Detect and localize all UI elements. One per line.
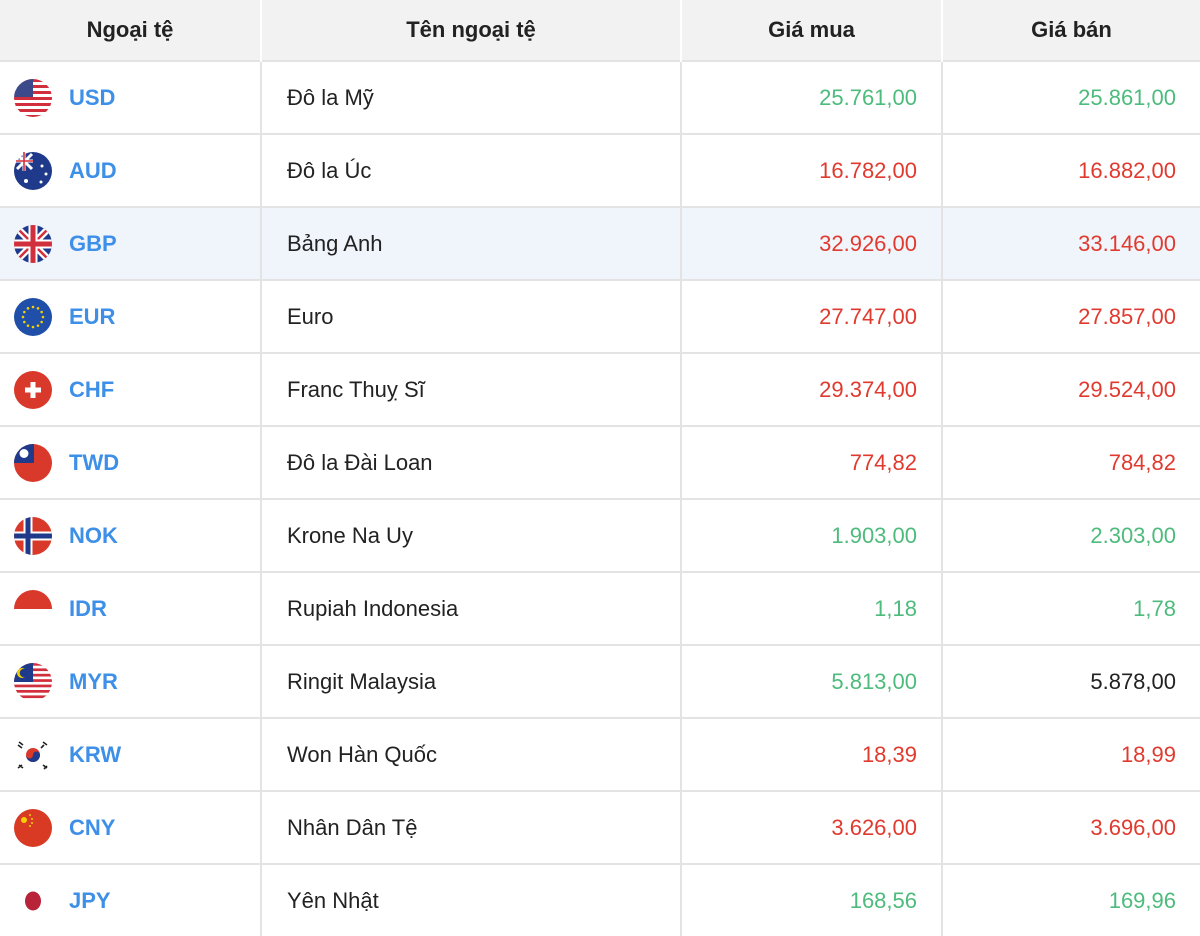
us-flag-icon xyxy=(14,78,52,117)
currency-code-cell: KRW xyxy=(0,717,262,791)
table-row: NOK Krone Na Uy 1.903,00 2.303,00 xyxy=(0,498,1200,572)
currency-code-cell: EUR xyxy=(0,279,262,353)
my-flag-icon xyxy=(14,662,52,701)
buy-price: 3.626,00 xyxy=(681,790,943,864)
au-flag-icon xyxy=(14,151,52,190)
sell-price: 25.861,00 xyxy=(942,60,1200,134)
buy-price: 25.761,00 xyxy=(681,60,943,134)
kr-flag-icon xyxy=(17,740,48,770)
currency-code-cell: USD xyxy=(0,60,262,134)
table-row: KRW Won Hàn Quốc 18,39 18,99 xyxy=(0,717,1200,791)
currency-code-link[interactable]: NOK xyxy=(69,522,118,548)
sell-price: 27.857,00 xyxy=(942,279,1200,353)
table-row: GBP Bảng Anh 32.926,00 33.146,00 xyxy=(0,206,1200,280)
buy-price: 168,56 xyxy=(681,863,943,936)
header-row: Ngoại tệ Tên ngoại tệ Giá mua Giá bán xyxy=(0,0,1200,61)
table-row: EUR Euro 27.747,00 27.857,00 xyxy=(0,279,1200,353)
table-row: USD Đô la Mỹ 25.761,00 25.861,00 xyxy=(0,60,1200,134)
cn-flag-icon xyxy=(14,808,52,847)
table-row: JPY Yên Nhật 168,56 169,96 xyxy=(0,863,1200,936)
sell-price: 784,82 xyxy=(942,425,1200,499)
currency-name: Won Hàn Quốc xyxy=(261,717,682,791)
currency-name: Bảng Anh xyxy=(261,206,682,280)
currency-name: Franc Thuỵ Sĩ xyxy=(261,352,682,426)
buy-price: 29.374,00 xyxy=(681,352,943,426)
buy-price: 1,18 xyxy=(681,571,943,645)
sell-price: 5.878,00 xyxy=(942,644,1200,718)
jp-flag-icon xyxy=(25,891,41,910)
currency-code-cell: AUD xyxy=(0,133,262,207)
currency-code-link[interactable]: KRW xyxy=(69,741,122,767)
sell-price: 169,96 xyxy=(942,863,1200,936)
table-row: TWD Đô la Đài Loan 774,82 784,82 xyxy=(0,425,1200,499)
currency-code-link[interactable]: IDR xyxy=(69,595,107,621)
eu-flag-icon xyxy=(14,297,52,336)
sell-price: 2.303,00 xyxy=(942,498,1200,572)
header-sell: Giá bán xyxy=(942,0,1200,61)
buy-price: 32.926,00 xyxy=(681,206,943,280)
currency-code-cell: MYR xyxy=(0,644,262,718)
currency-code-link[interactable]: JPY xyxy=(69,887,111,913)
buy-price: 27.747,00 xyxy=(681,279,943,353)
currency-name: Krone Na Uy xyxy=(261,498,682,572)
sell-price: 29.524,00 xyxy=(942,352,1200,426)
currency-name: Yên Nhật xyxy=(261,863,682,936)
buy-price: 774,82 xyxy=(681,425,943,499)
currency-code-link[interactable]: AUD xyxy=(69,157,117,183)
currency-name: Đô la Đài Loan xyxy=(261,425,682,499)
currency-code-cell: NOK xyxy=(0,498,262,572)
currency-name: Nhân Dân Tệ xyxy=(261,790,682,864)
currency-code-cell: TWD xyxy=(0,425,262,499)
currency-code-link[interactable]: CNY xyxy=(69,814,116,840)
header-name: Tên ngoại tệ xyxy=(261,0,682,61)
header-code: Ngoại tệ xyxy=(0,0,262,61)
currency-code-cell: JPY xyxy=(0,863,262,936)
table-row: IDR Rupiah Indonesia 1,18 1,78 xyxy=(0,571,1200,645)
table-row: CNY Nhân Dân Tệ 3.626,00 3.696,00 xyxy=(0,790,1200,864)
buy-price: 5.813,00 xyxy=(681,644,943,718)
currency-name: Đô la Úc xyxy=(261,133,682,207)
currency-code-cell: GBP xyxy=(0,206,262,280)
currency-name: Đô la Mỹ xyxy=(261,60,682,134)
buy-price: 18,39 xyxy=(681,717,943,791)
currency-code-cell: CHF xyxy=(0,352,262,426)
currency-code-link[interactable]: MYR xyxy=(69,668,118,694)
table-row: CHF Franc Thuỵ Sĩ 29.374,00 29.524,00 xyxy=(0,352,1200,426)
gb-flag-icon xyxy=(14,224,52,263)
header-buy: Giá mua xyxy=(681,0,943,61)
currency-name: Rupiah Indonesia xyxy=(261,571,682,645)
sell-price: 3.696,00 xyxy=(942,790,1200,864)
currency-name: Ringit Malaysia xyxy=(261,644,682,718)
ch-flag-icon xyxy=(14,370,52,409)
currency-code-link[interactable]: EUR xyxy=(69,303,116,329)
sell-price: 16.882,00 xyxy=(942,133,1200,207)
table-row: AUD Đô la Úc 16.782,00 16.882,00 xyxy=(0,133,1200,207)
buy-price: 1.903,00 xyxy=(681,498,943,572)
sell-price: 18,99 xyxy=(942,717,1200,791)
currency-code-link[interactable]: CHF xyxy=(69,376,115,402)
currency-code-cell: CNY xyxy=(0,790,262,864)
id-flag-icon xyxy=(14,589,52,609)
currency-code-link[interactable]: GBP xyxy=(69,230,117,256)
buy-price: 16.782,00 xyxy=(681,133,943,207)
currency-code-link[interactable]: TWD xyxy=(69,449,120,475)
currency-name: Euro xyxy=(261,279,682,353)
no-flag-icon xyxy=(14,516,52,555)
currency-code-cell: IDR xyxy=(0,571,262,645)
sell-price: 1,78 xyxy=(942,571,1200,645)
table-row: MYR Ringit Malaysia 5.813,00 5.878,00 xyxy=(0,644,1200,718)
tw-flag-icon xyxy=(14,443,52,482)
currency-code-link[interactable]: USD xyxy=(69,84,116,110)
sell-price: 33.146,00 xyxy=(942,206,1200,280)
